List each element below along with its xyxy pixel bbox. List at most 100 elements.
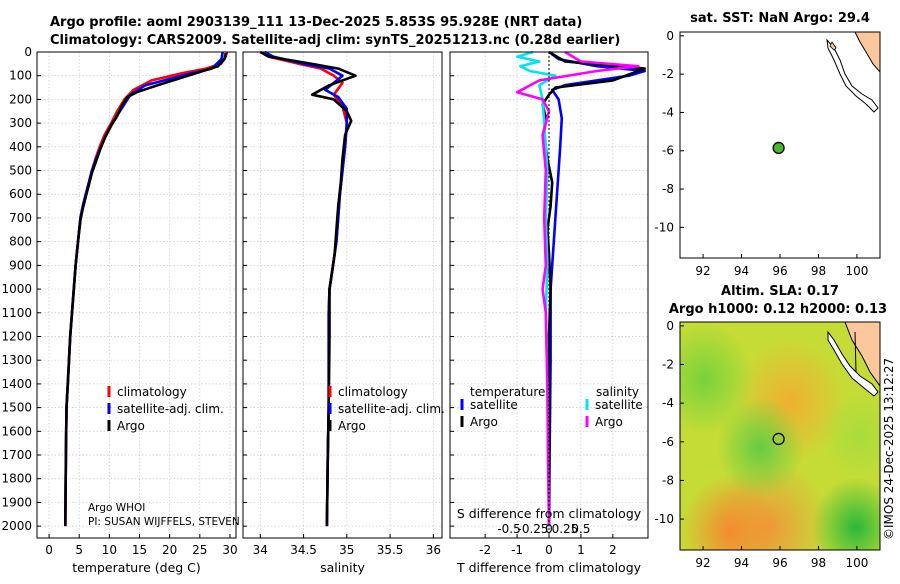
x-tick-label: 34 [253,543,268,557]
depth-tick-label: 0 [24,45,32,59]
sst-map-title: sat. SST: NaN Argo: 29.4 [690,11,870,26]
sla-map-title2: Argo h1000: 0.12 h2000: 0.13 [669,302,887,317]
depth-tick-label: 1800 [1,472,32,486]
s-tick-label: -0.5 [497,522,520,536]
sla-map-panel: Altim. SLA: 0.17 Argo h1000: 0.12 h2000:… [654,284,887,570]
imos-credit: ©IMOS 24-Dec-2025 13:12:27 [882,358,896,540]
sla-green-southeast [680,322,880,550]
legend-label: satellite-adj. clim. [117,402,224,416]
series-line-argo [259,50,357,527]
legend-label: Argo [338,419,366,433]
depth-tick-label: 600 [9,187,32,201]
temperature-panel: 0 100 200 300 400 500 600 700 800 900 1000 1100 1200… [1,45,239,575]
x-tick-label: 10 [102,543,117,557]
x-tick-label: 35.5 [377,543,404,557]
depth-tick-label: 1500 [1,401,32,415]
legend-label: climatology [117,385,187,399]
map-y-tick-label: -4 [662,105,674,119]
map-y-tick-label: -6 [662,435,674,449]
plot-area [37,52,236,538]
depth-tick-label: 1900 [1,495,32,509]
map-y-tick-label: -2 [662,358,674,372]
sst-map-panel: sat. SST: NaN Argo: 29.4 92 94 96 98 100 0 -2 -… [654,11,881,278]
x-tick-label: 25 [192,543,207,557]
sla-land-mainland [844,322,880,387]
x-axis-label: temperature (deg C) [72,560,201,575]
depth-tick-label: 900 [9,258,32,272]
legend-label: satellite [470,398,518,412]
map-x-tick-label: 94 [734,556,749,570]
x-tick-label: 30 [222,543,237,557]
plot-frame [36,51,237,539]
depth-tick-label: 400 [9,140,32,154]
sla-coastline-islands [827,330,879,397]
series-line-argo-s [515,50,640,527]
depth-tick-label: 1200 [1,329,32,343]
difference-panel: -2 -1 0 1 2 T difference from climatology S di… [449,50,649,575]
argo-float-location-marker [772,432,785,446]
x-tick-label: -2 [479,543,491,557]
s-tick-label: -0.25 [518,522,549,536]
depth-tick-label: 200 [9,92,32,106]
sla-field [680,322,880,550]
x-tick-label: 2 [609,543,617,557]
x-tick-label: 0 [545,543,553,557]
depth-tick-label: 300 [9,116,32,130]
x-tick-label: 35 [339,543,354,557]
map-y-tick-label: -10 [654,220,674,234]
plot-frame [242,51,443,539]
depth-tick-label: 1300 [1,353,32,367]
x-tick-label: 20 [162,543,177,557]
argo-float-location-marker [772,141,785,155]
x-tick-label: 36 [426,543,441,557]
map-y-tick-label: -10 [654,512,674,526]
s-tick-label: 0.5 [571,522,590,536]
sla-coast-line [854,331,857,373]
figure-title-line1: Argo profile: aoml 2903139_111 13-Dec-20… [50,15,582,30]
argo-pi-annotation: PI: SUSAN WIJFFELS, STEVEN [88,516,240,528]
map-y-tick-label: 0 [666,29,674,43]
s-tick-label: 0 [545,522,553,536]
map-x-tick-label: 92 [695,264,710,278]
s-axis-label: S difference from climatology [457,506,642,521]
map-x-tick-label: 100 [845,264,868,278]
series-line-argo [64,52,227,527]
depth-tick-label: 2000 [1,519,32,533]
depth-tick-label: 800 [9,235,32,249]
map-x-tick-label: 94 [734,264,749,278]
map-y-tick-label: -4 [662,396,674,410]
map-x-tick-label: 92 [695,556,710,570]
map-x-tick-label: 98 [811,556,826,570]
depth-tick-label: 500 [9,164,32,178]
x-tick-label: 15 [132,543,147,557]
depth-tick-label: 1100 [1,306,32,320]
depth-tick-label: 1700 [1,448,32,462]
depth-tick-label: 1600 [1,424,32,438]
depth-tick-label: 100 [9,69,32,83]
x-axis-label: T difference from climatology [456,560,642,575]
depth-tick-label: 700 [9,211,32,225]
sst-land-mainland [854,32,880,73]
sst-island [829,41,837,51]
legend-label: satellite-adj. clim. [338,402,445,416]
map-x-tick-label: 100 [845,556,868,570]
legend-label: satellite [595,398,643,412]
map-y-tick-label: -6 [662,144,674,158]
sla-map-title: Altim. SLA: 0.17 [721,284,839,299]
legend-temperature-title: temperature [470,385,545,399]
map-y-tick-label: 0 [666,319,674,333]
legend-label: Argo [117,419,145,433]
depth-tick-label: 1000 [1,282,32,296]
argo-institution-annotation: Argo WHOI [88,502,145,514]
figure-title-line2: Climatology: CARS2009. Satellite-adj cli… [50,33,620,48]
salinity-panel: 34 34.5 35 35.5 36 salinity climatology satelli… [242,50,445,575]
s-tick-label: 0.25 [552,522,579,536]
map-y-tick-label: -8 [662,182,674,196]
x-tick-label: 34.5 [290,543,317,557]
depth-tick-label: 1400 [1,377,32,391]
map-y-tick-label: -2 [662,67,674,81]
map-y-tick-label: -8 [662,473,674,487]
x-tick-label: 5 [75,543,83,557]
map-x-tick-label: 96 [772,556,787,570]
